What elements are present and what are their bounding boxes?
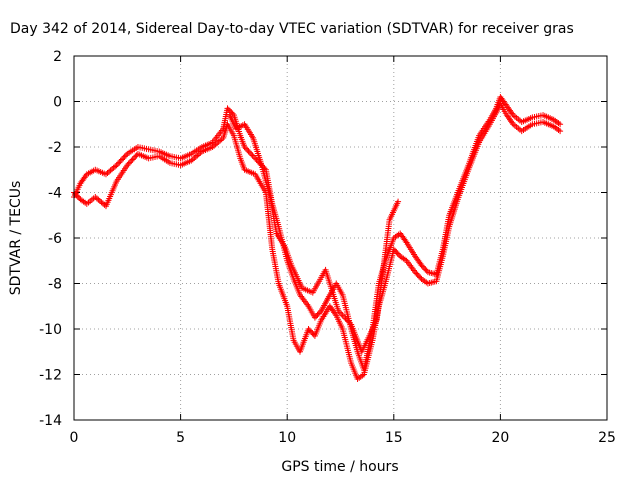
data-point <box>413 270 420 277</box>
data-point <box>249 152 256 159</box>
data-point <box>306 327 313 334</box>
data-point <box>225 106 232 113</box>
plot-frame <box>73 55 608 421</box>
data-point <box>129 156 136 163</box>
data-point <box>415 273 422 280</box>
data-point <box>557 128 564 135</box>
data-point <box>130 155 137 162</box>
data-point <box>395 198 402 205</box>
y-tick-label: -2 <box>48 140 62 156</box>
data-point <box>250 153 257 160</box>
data-point <box>73 192 80 199</box>
data-point <box>242 145 249 152</box>
y-tick-label: 2 <box>53 49 62 65</box>
data-point <box>124 162 131 169</box>
y-tick-labels: -14 -12 -10 -8 -6 -4 -2 0 2 <box>39 49 62 429</box>
data-point <box>252 155 259 162</box>
x-tick-label: 20 <box>491 430 509 446</box>
y-axis-label: SDTVAR / TECUs <box>8 181 24 296</box>
data-point <box>121 153 128 160</box>
data-point <box>128 157 135 164</box>
y-tick-label: -8 <box>48 277 62 293</box>
data-point <box>246 149 253 156</box>
x-tick-label: 25 <box>598 430 616 446</box>
data-point <box>309 330 316 337</box>
grid-lines <box>73 55 608 421</box>
data-point <box>74 193 81 200</box>
data-point <box>412 269 419 276</box>
chart-title: Day 342 of 2014, Sidereal Day-to-day VTE… <box>10 21 574 37</box>
data-point <box>248 151 255 158</box>
data-point <box>314 311 321 318</box>
data-point <box>557 121 564 128</box>
data-point <box>395 251 402 258</box>
data-point <box>241 144 248 150</box>
data-point <box>392 247 399 254</box>
data-point <box>394 250 401 257</box>
x-tick-label: 10 <box>278 430 296 446</box>
data-point <box>308 328 315 335</box>
x-axis-label: GPS time / hours <box>281 459 398 475</box>
data-point <box>114 160 121 167</box>
data-point <box>224 105 231 112</box>
data-point <box>245 148 252 155</box>
data-point <box>422 266 429 273</box>
data-point <box>417 274 424 281</box>
data-point <box>414 271 421 278</box>
x-tick-label: 5 <box>176 430 185 446</box>
data-markers <box>71 93 564 383</box>
data-point <box>317 309 324 316</box>
data-point <box>311 314 318 321</box>
x-tick-labels: 0 5 10 15 20 25 <box>70 430 616 446</box>
y-tick-label: 0 <box>53 95 62 111</box>
y-tick-label: -4 <box>48 186 62 202</box>
data-point <box>313 313 320 320</box>
data-point <box>229 110 236 117</box>
data-point <box>72 190 79 197</box>
data-point <box>419 263 426 270</box>
data-point <box>421 265 428 272</box>
y-tick-label: -10 <box>39 322 62 338</box>
data-point <box>120 155 127 162</box>
data-point <box>244 146 251 153</box>
x-tick-label: 0 <box>70 430 79 446</box>
y-tick-label: -6 <box>48 231 62 247</box>
data-point <box>315 310 322 317</box>
data-point <box>76 194 83 201</box>
y-tick-label: -12 <box>39 368 62 384</box>
data-point <box>393 249 400 256</box>
data-point <box>126 159 133 166</box>
data-point <box>122 152 129 159</box>
x-tick-label: 15 <box>385 430 403 446</box>
y-tick-label: -14 <box>39 413 62 429</box>
data-point <box>116 159 123 166</box>
data-point <box>390 246 397 253</box>
data-point <box>305 326 312 332</box>
data-point <box>113 162 120 169</box>
data-point <box>418 262 425 269</box>
data-point <box>125 160 132 167</box>
data-point <box>118 156 125 163</box>
data-point <box>132 153 139 160</box>
data-point <box>117 157 124 164</box>
